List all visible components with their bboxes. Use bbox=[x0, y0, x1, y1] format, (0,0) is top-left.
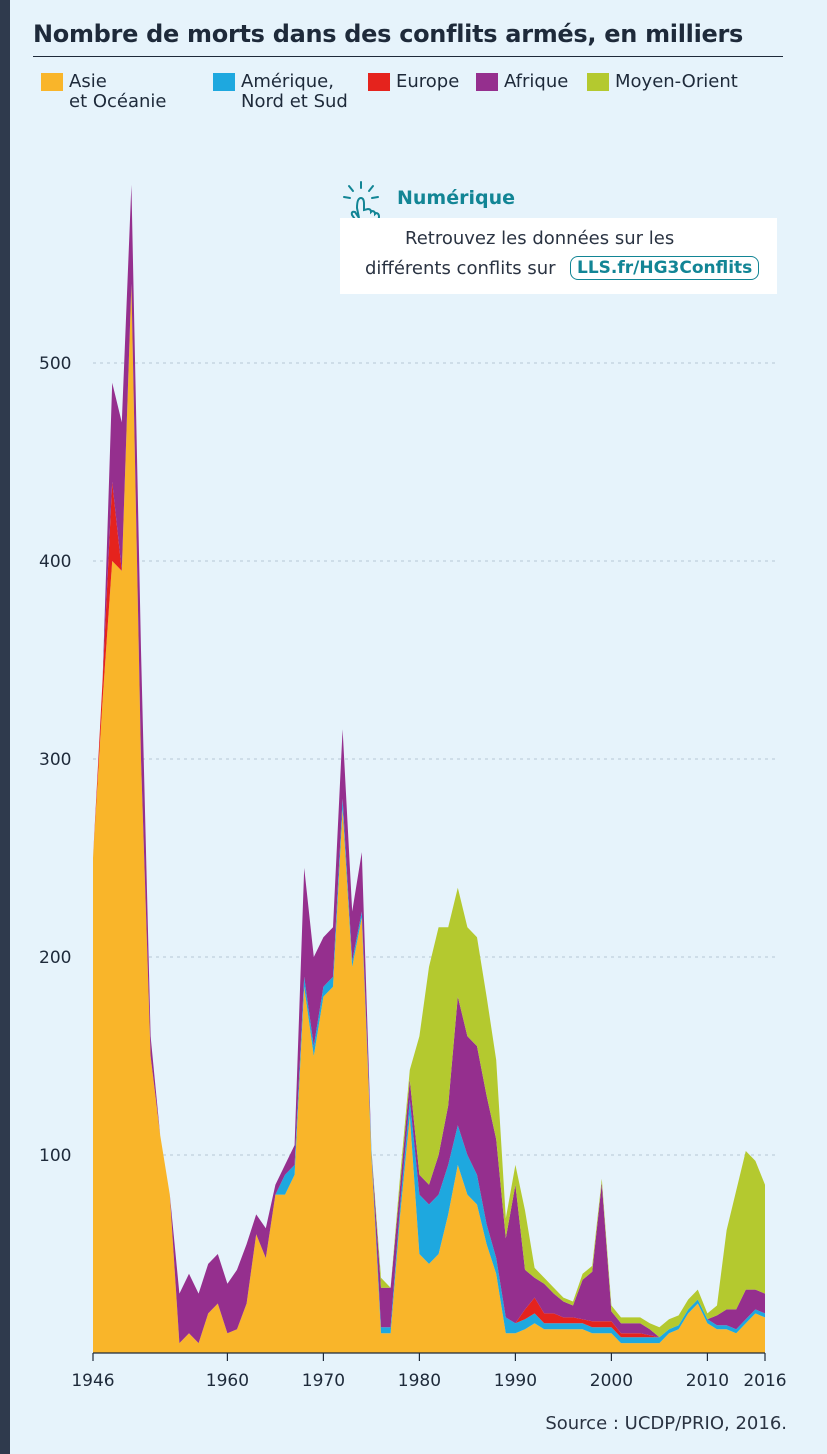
area-series-asia bbox=[93, 283, 765, 1353]
x-tick-label-1980: 1980 bbox=[398, 1371, 441, 1391]
legend-item-asia: Asie et Océanie bbox=[41, 72, 167, 112]
legend-item-africa: Afrique bbox=[476, 72, 568, 92]
x-tick-label-1946: 1946 bbox=[71, 1371, 114, 1391]
callout-title: Numérique bbox=[397, 187, 516, 209]
legend-swatch-america bbox=[213, 73, 235, 91]
x-tick-label-2016: 2016 bbox=[743, 1371, 786, 1391]
legend-swatch-europe bbox=[368, 73, 390, 91]
x-tick-label-1990: 1990 bbox=[494, 1371, 537, 1391]
legend-label-middle-east: Moyen-Orient bbox=[615, 71, 738, 92]
legend-item-middle-east: Moyen-Orient bbox=[587, 72, 738, 92]
y-tick-label-100: 100 bbox=[39, 1146, 71, 1166]
legend-item-america: Amérique, Nord et Sud bbox=[213, 72, 348, 112]
background-strip bbox=[0, 0, 10, 1454]
callout-link[interactable]: LLS.fr/HG3Conflits bbox=[570, 256, 760, 280]
y-tick-label-500: 500 bbox=[39, 354, 71, 374]
y-tick-label-400: 400 bbox=[39, 552, 71, 572]
legend-label-america: Amérique, Nord et Sud bbox=[241, 71, 348, 112]
legend-item-europe: Europe bbox=[368, 72, 459, 92]
chart-title: Nombre de morts dans des conflits armés,… bbox=[33, 20, 744, 48]
callout-text-line2: différents conflits sur bbox=[365, 258, 556, 279]
x-tick-label-2000: 2000 bbox=[590, 1371, 633, 1391]
legend-label-europe: Europe bbox=[396, 71, 460, 92]
x-tick-label-1970: 1970 bbox=[302, 1371, 345, 1391]
title-divider bbox=[33, 56, 783, 57]
legend-label-asia: Asie et Océanie bbox=[69, 71, 167, 112]
legend-swatch-africa bbox=[476, 73, 498, 91]
x-tick-label-2010: 2010 bbox=[686, 1371, 729, 1391]
area-series-middle-east bbox=[93, 184, 765, 1338]
legend-swatch-asia bbox=[41, 73, 63, 91]
callout-box: Retrouvez les données sur les différents… bbox=[340, 218, 777, 294]
source-note: Source : UCDP/PRIO, 2016. bbox=[545, 1413, 787, 1434]
y-tick-label-200: 200 bbox=[39, 948, 71, 968]
legend-swatch-middle-east bbox=[587, 73, 609, 91]
callout-text-line1: Retrouvez les données sur les bbox=[405, 228, 675, 249]
x-tick-label-1960: 1960 bbox=[206, 1371, 249, 1391]
legend-label-africa: Afrique bbox=[504, 71, 569, 92]
y-tick-label-300: 300 bbox=[39, 750, 71, 770]
